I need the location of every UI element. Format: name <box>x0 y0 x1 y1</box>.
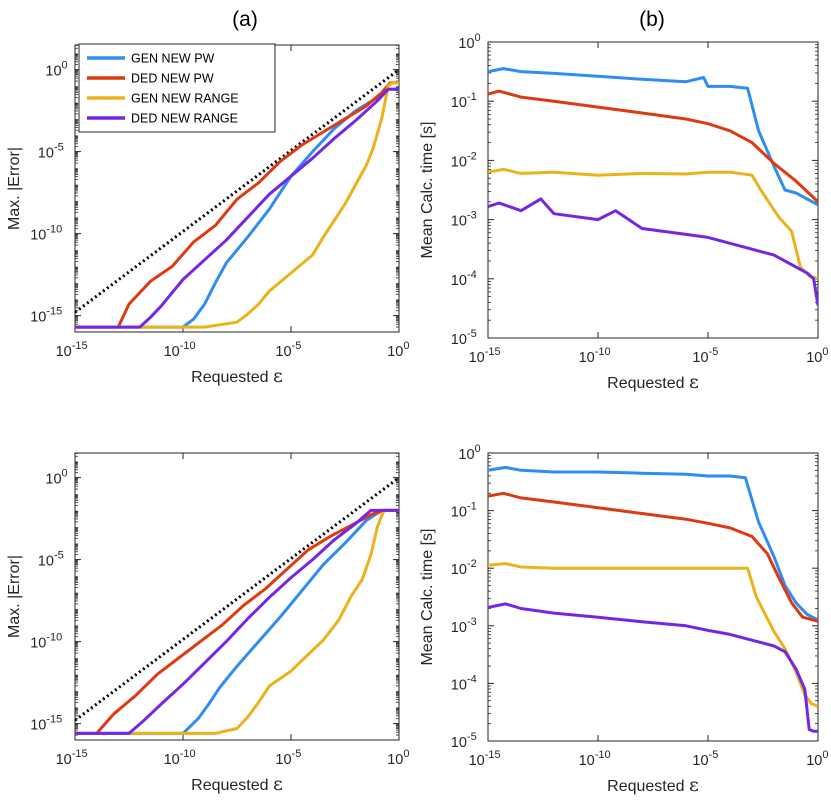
y-axis-label: Mean Calc. time [s] <box>419 122 436 259</box>
legend-label: GEN NEW RANGE <box>131 92 239 106</box>
y-tick-label: 10-5 <box>38 550 64 570</box>
y-tick-label: 10-15 <box>30 306 62 326</box>
x-tick-label: 10-10 <box>579 346 611 366</box>
y-tick-label: 10-2 <box>451 150 477 170</box>
axes-box <box>487 452 819 742</box>
y-tick-label: 100 <box>45 468 67 488</box>
y-axis-label: Max. |Error| <box>6 555 23 638</box>
y-tick-label: 10-10 <box>30 632 62 652</box>
x-tick-label: 10-10 <box>579 749 611 769</box>
x-axis-label: Requested ε <box>191 773 283 795</box>
x-tick-label: 100 <box>806 749 828 769</box>
axes-box <box>74 452 400 741</box>
x-tick-label: 100 <box>387 340 409 360</box>
x-tick-label: 10-5 <box>692 346 718 366</box>
y-tick-label: 10-1 <box>451 501 477 521</box>
series-line-gen-new-range <box>488 167 818 281</box>
x-tick-label: 10-15 <box>56 340 88 360</box>
chart-top-left: 10-15 10-10 10-5 100 10-15 10-10 10-5 100 Reques… <box>6 43 409 387</box>
x-axis-label: Requested ε <box>191 365 283 387</box>
series-line-ded-new-pw <box>75 81 399 329</box>
x-tick-label: 100 <box>387 748 409 768</box>
series-line-ded-new-range <box>488 602 818 733</box>
charts: 10-15 10-10 10-5 100 10-15 10-10 10-5 100 Reques… <box>6 32 828 796</box>
series-line-gen-new-pw <box>488 465 818 622</box>
x-axis-label: Requested ε <box>607 774 699 796</box>
y-tick-label: 100 <box>458 443 480 463</box>
x-tick-label: 10-5 <box>275 340 301 360</box>
chart-top-right: 10-5 10-4 10-3 10-2 10-1 100 10-15 10-10 10-5 100… <box>419 32 828 393</box>
x-tick-label: 10-5 <box>692 749 718 769</box>
y-tick-label: 10-4 <box>451 673 477 693</box>
x-tick-label: 10-10 <box>164 748 196 768</box>
y-tick-label: 10-1 <box>451 91 477 111</box>
series-line-ded-new-range <box>75 508 399 735</box>
panel-label-b: (b) <box>639 8 665 31</box>
y-tick-label: 10-4 <box>451 269 477 289</box>
y-tick-label: 10-15 <box>30 714 62 734</box>
y-tick-label: 10-3 <box>451 210 477 230</box>
series-line-gen-new-pw <box>75 508 399 735</box>
series-line-ded-new-pw <box>488 491 818 623</box>
axes-box <box>487 41 819 339</box>
y-tick-label: 10-2 <box>451 558 477 578</box>
y-tick-label: 10-5 <box>38 142 64 162</box>
x-tick-label: 10-15 <box>469 346 501 366</box>
series-line-gen-new-range <box>75 81 399 329</box>
y-axis-label: Mean Calc. time [s] <box>419 529 436 666</box>
series-line-gen-new-pw <box>488 67 818 207</box>
x-tick-label: 100 <box>806 346 828 366</box>
panel-label-a: (a) <box>232 8 258 31</box>
x-axis-label: Requested ε <box>607 371 699 393</box>
y-axis-label: Max. |Error| <box>6 147 23 230</box>
x-tick-label: 10-15 <box>469 749 501 769</box>
legend-label: DED NEW PW <box>131 72 214 86</box>
legend-label: GEN NEW PW <box>131 52 215 66</box>
series-line-ded-new-range <box>75 87 399 329</box>
x-tick-label: 10-10 <box>164 340 196 360</box>
legend: GEN NEW PW DED NEW PW GEN NEW RANGE DED NEW… <box>78 43 276 133</box>
x-tick-label: 10-15 <box>56 748 88 768</box>
y-tick-label: 10-5 <box>451 328 477 348</box>
series-line-ded-new-pw <box>75 508 399 735</box>
chart-bottom-right: 10-5 10-4 10-3 10-2 10-1 100 10-15 10-10 10-5 100… <box>419 443 828 796</box>
y-tick-label: 10-3 <box>451 616 477 636</box>
legend-label: DED NEW RANGE <box>131 112 238 126</box>
series-line-gen-new-range <box>75 508 399 735</box>
y-tick-label: 10-5 <box>451 731 477 751</box>
series-line-ded-new-range <box>488 197 818 306</box>
y-tick-label: 100 <box>458 32 480 52</box>
series-line-gen-new-range <box>488 562 818 708</box>
y-tick-label: 10-10 <box>30 224 62 244</box>
chart-bottom-left: 10-15 10-10 10-5 100 10-15 10-10 10-5 100 Reques… <box>6 452 409 795</box>
x-tick-label: 10-5 <box>275 748 301 768</box>
series-line-ded-new-pw <box>488 89 818 203</box>
y-tick-label: 100 <box>45 60 67 80</box>
